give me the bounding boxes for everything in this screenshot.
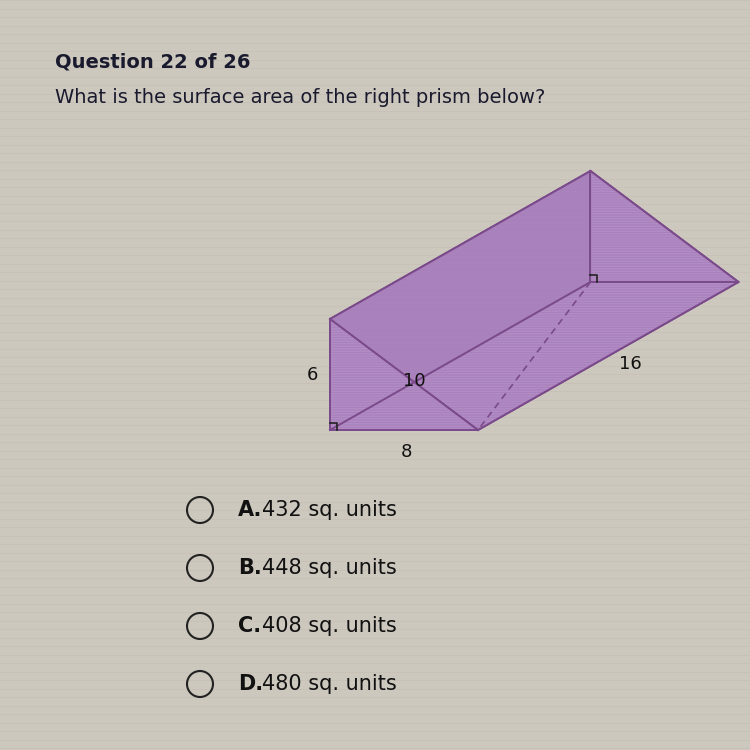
Polygon shape [330,282,739,430]
Text: 408 sq. units: 408 sq. units [262,616,397,636]
Text: 480 sq. units: 480 sq. units [262,674,397,694]
Text: D.: D. [238,674,263,694]
Text: What is the surface area of the right prism below?: What is the surface area of the right pr… [55,88,545,107]
Text: 448 sq. units: 448 sq. units [262,558,397,578]
Text: Question 22 of 26: Question 22 of 26 [55,52,250,71]
Text: 16: 16 [619,355,641,373]
Text: 432 sq. units: 432 sq. units [262,500,397,520]
Text: A.: A. [238,500,262,520]
Polygon shape [590,171,739,282]
Polygon shape [330,319,478,430]
Text: 6: 6 [306,365,318,383]
Text: B.: B. [238,558,262,578]
Polygon shape [330,171,739,430]
Text: 8: 8 [400,443,412,461]
Polygon shape [330,171,590,430]
Text: C.: C. [238,616,261,636]
Text: 10: 10 [403,373,425,391]
